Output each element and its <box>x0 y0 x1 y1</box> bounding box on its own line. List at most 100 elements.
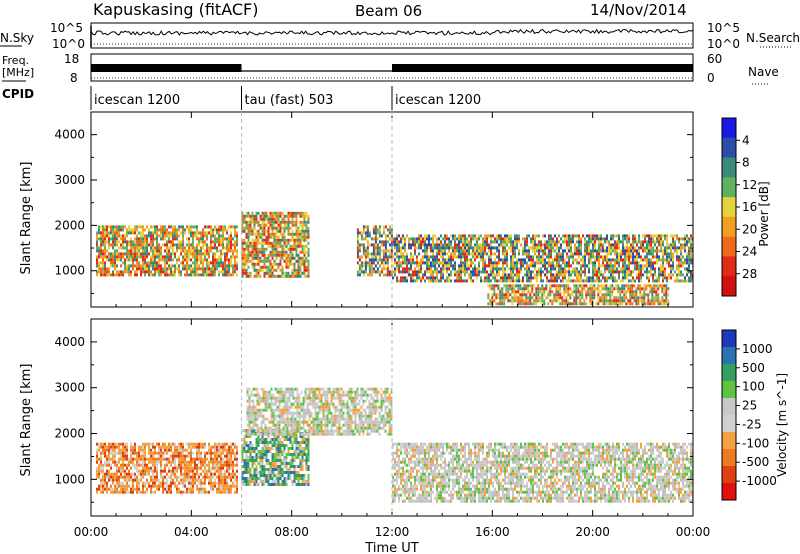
velocity-cell <box>178 463 180 467</box>
power-cell <box>462 240 464 244</box>
power-cell <box>618 246 620 250</box>
power-cell <box>580 276 582 280</box>
power-cell <box>142 267 144 271</box>
power-cell <box>629 290 632 294</box>
power-cell <box>470 258 472 262</box>
power-cell <box>142 234 144 238</box>
power-cell <box>587 290 590 294</box>
power-cell <box>243 247 246 251</box>
velocity-cell <box>144 490 146 494</box>
power-cell <box>247 271 250 275</box>
power-cell <box>506 264 508 268</box>
velocity-cell <box>106 487 108 491</box>
velocity-cell <box>170 475 172 479</box>
power-cell <box>586 243 588 247</box>
power-cell <box>630 261 632 265</box>
power-cell <box>462 279 464 283</box>
power-cell <box>273 262 276 266</box>
power-cell <box>360 237 363 241</box>
power-cell <box>622 264 624 268</box>
velocity-cell <box>194 475 196 479</box>
power-cell <box>646 252 648 256</box>
power-cell <box>666 252 668 256</box>
velocity-cell <box>202 487 204 491</box>
velocity-cell <box>114 445 116 449</box>
power-cell <box>402 255 404 259</box>
power-cell <box>519 299 522 303</box>
velocity-cell <box>106 484 108 488</box>
power-cell <box>604 237 606 241</box>
power-cell <box>226 243 228 247</box>
velocity-cell <box>108 445 110 449</box>
power-cell <box>275 274 278 278</box>
power-cell <box>243 250 246 254</box>
velocity-cell <box>162 481 164 485</box>
power-cell <box>452 249 454 253</box>
velocity-cell <box>128 484 130 488</box>
power-cell <box>458 240 460 244</box>
power-cell <box>255 238 258 242</box>
power-cell <box>138 255 140 259</box>
velocity-cell <box>110 487 112 491</box>
velocity-cell <box>236 478 238 482</box>
velocity-cell <box>222 490 224 494</box>
power-cell <box>124 258 126 262</box>
velocity-cell <box>232 472 234 476</box>
power-cell <box>452 234 454 238</box>
power-cell <box>382 243 385 247</box>
velocity-cell <box>166 445 168 449</box>
power-cell <box>629 296 632 300</box>
power-cell <box>556 264 558 268</box>
power-cell <box>116 258 118 262</box>
velocity-cell <box>114 472 116 476</box>
power-cell <box>108 273 110 277</box>
power-cell <box>428 267 430 271</box>
power-cell <box>610 237 612 241</box>
power-cell <box>650 273 652 277</box>
power-cell <box>591 293 594 297</box>
power-cell <box>510 249 512 253</box>
power-cell <box>168 237 170 241</box>
velocity-cell <box>108 475 110 479</box>
power-cell <box>462 246 464 250</box>
power-cell <box>619 302 622 306</box>
power-cell <box>218 231 220 235</box>
power-cell <box>257 271 260 275</box>
power-cell <box>626 234 628 238</box>
velocity-cell <box>130 445 132 449</box>
y-tick-label: 2000 <box>54 218 85 232</box>
power-cell <box>275 256 278 260</box>
power-cell <box>144 255 146 259</box>
power-cell <box>648 270 650 274</box>
velocity-cell <box>122 445 124 449</box>
power-cell <box>245 220 248 224</box>
power-cell <box>655 284 658 288</box>
power-cell <box>525 302 528 306</box>
power-cell <box>621 287 624 291</box>
power-cell <box>578 252 580 256</box>
power-cell <box>102 234 104 238</box>
velocity-cell <box>220 445 222 449</box>
power-cell <box>275 232 278 236</box>
velocity-cell <box>188 487 190 491</box>
power-cell <box>297 232 300 236</box>
power-cell <box>539 290 542 294</box>
velocity-cell <box>176 454 178 458</box>
power-cell <box>374 258 377 262</box>
power-cell <box>394 243 396 247</box>
power-cell <box>552 237 554 241</box>
power-cell <box>434 267 436 271</box>
power-cell <box>362 261 365 265</box>
power-cell <box>118 234 120 238</box>
power-cell <box>512 273 514 277</box>
power-cell <box>224 228 226 232</box>
power-cell <box>489 302 492 306</box>
velocity-cell <box>224 484 226 488</box>
power-cell <box>509 299 512 303</box>
power-cell <box>218 258 220 262</box>
power-cell <box>293 256 296 260</box>
power-cell <box>245 262 248 266</box>
power-cell <box>567 299 570 303</box>
power-cell <box>530 279 532 283</box>
power-cell <box>226 237 228 241</box>
